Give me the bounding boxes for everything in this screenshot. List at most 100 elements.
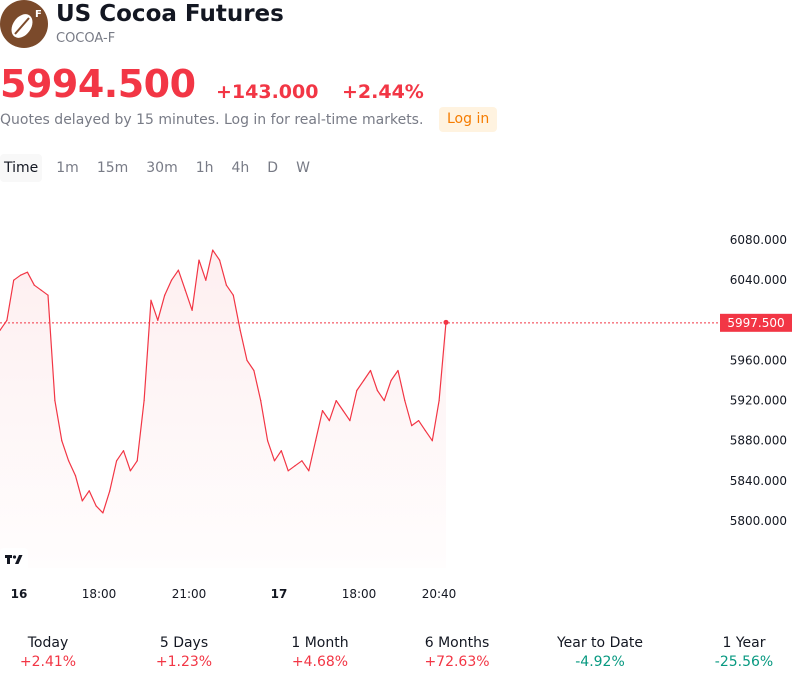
performance-label: 1 Month bbox=[291, 635, 349, 651]
price-point bbox=[74, 475, 77, 477]
y-tick-label: 6080.000 bbox=[730, 233, 787, 247]
price-point bbox=[218, 259, 221, 261]
price-point bbox=[260, 399, 262, 402]
interval-tab-1h[interactable]: 1h bbox=[195, 160, 214, 176]
price-point bbox=[356, 389, 358, 392]
y-tick-label: 5840.000 bbox=[730, 474, 787, 488]
interval-tabs: Time 1m 15m 30m 1h 4h D W bbox=[0, 154, 324, 182]
price-chart[interactable]: 5997.500 6080.000 6040.000 5960.000 5920.000… bbox=[0, 188, 800, 608]
price-point bbox=[335, 399, 337, 402]
price-point bbox=[294, 465, 296, 467]
y-tick-label: 5880.000 bbox=[730, 434, 787, 448]
price-point bbox=[88, 490, 90, 492]
price-point bbox=[136, 460, 138, 462]
price-line bbox=[0, 249, 447, 514]
price-point bbox=[308, 470, 310, 472]
current-price-badge bbox=[720, 313, 792, 332]
performance-item[interactable]: 5 Days +1.23% bbox=[124, 634, 244, 672]
price-point bbox=[404, 399, 406, 402]
y-tick-label: 5800.000 bbox=[730, 514, 787, 528]
interval-tab-30m[interactable]: 30m bbox=[146, 160, 178, 176]
price-point bbox=[438, 399, 440, 402]
price-point bbox=[129, 470, 131, 472]
logo-badge: F bbox=[35, 9, 42, 20]
price-point bbox=[349, 420, 351, 422]
price-point bbox=[157, 319, 159, 321]
price-point bbox=[0, 329, 1, 331]
price-point bbox=[164, 294, 166, 296]
price-point bbox=[246, 359, 248, 362]
x-tick-label: 17 bbox=[271, 587, 288, 601]
price-point bbox=[225, 284, 228, 286]
price-point bbox=[321, 409, 324, 412]
price-point bbox=[191, 309, 193, 311]
price-point bbox=[273, 460, 276, 462]
interval-tab-15m[interactable]: 15m bbox=[96, 160, 129, 176]
performance-value: +2.41% bbox=[19, 654, 77, 670]
performance-item[interactable]: 1 Year -25.56% bbox=[684, 634, 800, 672]
price-point bbox=[431, 440, 433, 442]
price-point bbox=[6, 319, 8, 321]
price-point bbox=[61, 440, 63, 442]
current-price: 5994.500 bbox=[0, 62, 196, 106]
price-point bbox=[184, 289, 186, 291]
price-point bbox=[19, 274, 22, 276]
performance-value: -4.92% bbox=[575, 654, 625, 670]
tradingview-logo[interactable] bbox=[0, 548, 28, 572]
performance-item[interactable]: Year to Date -4.92% bbox=[540, 634, 660, 672]
login-button[interactable]: Log in bbox=[439, 107, 498, 132]
price-point bbox=[280, 450, 282, 452]
price-point bbox=[369, 369, 372, 372]
price-point bbox=[287, 470, 289, 472]
performance-item[interactable]: 1 Month +4.68% bbox=[260, 634, 380, 672]
price-point bbox=[232, 294, 234, 296]
performance-item[interactable]: 6 Months +72.63% bbox=[397, 634, 517, 672]
price-point bbox=[301, 460, 303, 462]
price-point bbox=[109, 490, 111, 492]
y-tick-label: 5960.000 bbox=[730, 353, 787, 367]
price-point bbox=[68, 460, 70, 462]
price-point bbox=[143, 399, 145, 402]
price-point bbox=[170, 279, 173, 281]
cocoa-logo: F bbox=[0, 0, 48, 48]
interval-tab-w[interactable]: W bbox=[296, 160, 310, 176]
y-tick-label: 5920.000 bbox=[730, 394, 787, 408]
price-point bbox=[150, 299, 152, 301]
price-point bbox=[33, 284, 35, 286]
price-point bbox=[81, 500, 83, 502]
interval-tab-1m[interactable]: 1m bbox=[56, 160, 79, 176]
performance-label: Today bbox=[27, 635, 69, 651]
delay-notice: Quotes delayed by 15 minutes. Log in for… bbox=[0, 112, 424, 128]
performance-item[interactable]: Today +2.41% bbox=[0, 634, 108, 672]
price-point bbox=[315, 440, 317, 442]
x-tick-label: 20:40 bbox=[422, 587, 457, 601]
price-point bbox=[198, 259, 200, 261]
tradingview-icon bbox=[5, 555, 23, 564]
x-tick-label: 18:00 bbox=[342, 587, 377, 601]
performance-label: 5 Days bbox=[159, 635, 209, 651]
performance-value: +1.23% bbox=[155, 654, 213, 670]
interval-tab-d[interactable]: D bbox=[267, 160, 279, 176]
performance-strip: Today +2.41% 5 Days +1.23% 1 Month +4.68% 6 Mo… bbox=[0, 634, 800, 674]
price-point bbox=[397, 369, 399, 372]
price-point bbox=[417, 420, 420, 422]
price-point bbox=[342, 409, 344, 412]
page-title: US Cocoa Futures bbox=[56, 1, 284, 27]
price-point bbox=[205, 279, 207, 281]
price-point bbox=[376, 389, 378, 392]
price-point bbox=[267, 440, 269, 442]
performance-label: Year to Date bbox=[556, 635, 644, 651]
ticker-symbol: COCOA-F bbox=[56, 31, 116, 46]
price-change: +143.000 bbox=[216, 81, 319, 103]
price-point bbox=[54, 399, 56, 402]
price-point bbox=[328, 420, 330, 422]
x-tick-label: 18:00 bbox=[82, 587, 117, 601]
price-point bbox=[253, 369, 255, 372]
price-point bbox=[383, 399, 385, 402]
interval-tab-4h[interactable]: 4h bbox=[231, 160, 250, 176]
price-point bbox=[47, 294, 49, 296]
performance-label: 6 Months bbox=[424, 635, 490, 651]
price-point bbox=[239, 329, 241, 331]
price-point bbox=[390, 379, 392, 382]
interval-tab-time[interactable]: Time bbox=[0, 154, 43, 182]
